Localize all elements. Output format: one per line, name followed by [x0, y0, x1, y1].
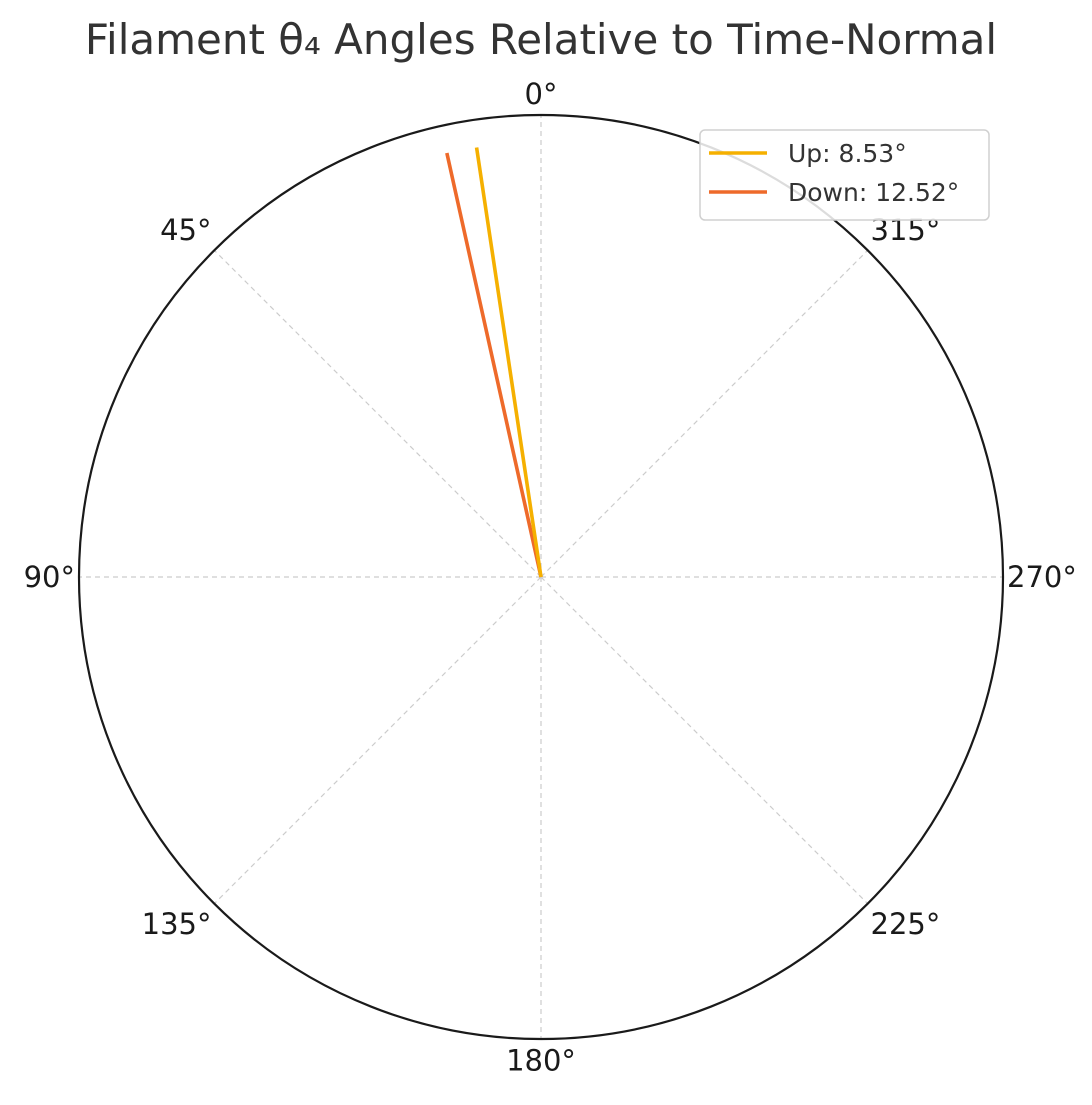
grid-line-45 [213, 249, 542, 578]
grid-line-135 [213, 576, 542, 905]
legend-label-down: Down: 12.52° [788, 178, 959, 207]
series-line-up [474, 147, 543, 578]
grid-line-225 [540, 576, 869, 905]
chart-title: Filament θ₄ Angles Relative to Time-Norm… [85, 15, 997, 64]
series-lines [445, 147, 543, 578]
polar-frame [77, 113, 1005, 1041]
legend-frame [699, 129, 990, 221]
tick-label-225: 225° [871, 907, 941, 941]
legend: Up: 8.53° Down: 12.52° [699, 129, 990, 221]
tick-label-180: 180° [506, 1044, 576, 1078]
series-line-down [445, 152, 543, 578]
tick-label-0: 0° [525, 77, 558, 111]
tick-label-90: 90° [24, 560, 75, 594]
tick-label-135: 135° [142, 907, 212, 941]
tick-label-270: 270° [1007, 560, 1077, 594]
tick-label-45: 45° [160, 213, 211, 247]
legend-label-up: Up: 8.53° [788, 139, 907, 168]
angular-grid [79, 115, 1003, 1039]
grid-line-315 [540, 249, 869, 578]
